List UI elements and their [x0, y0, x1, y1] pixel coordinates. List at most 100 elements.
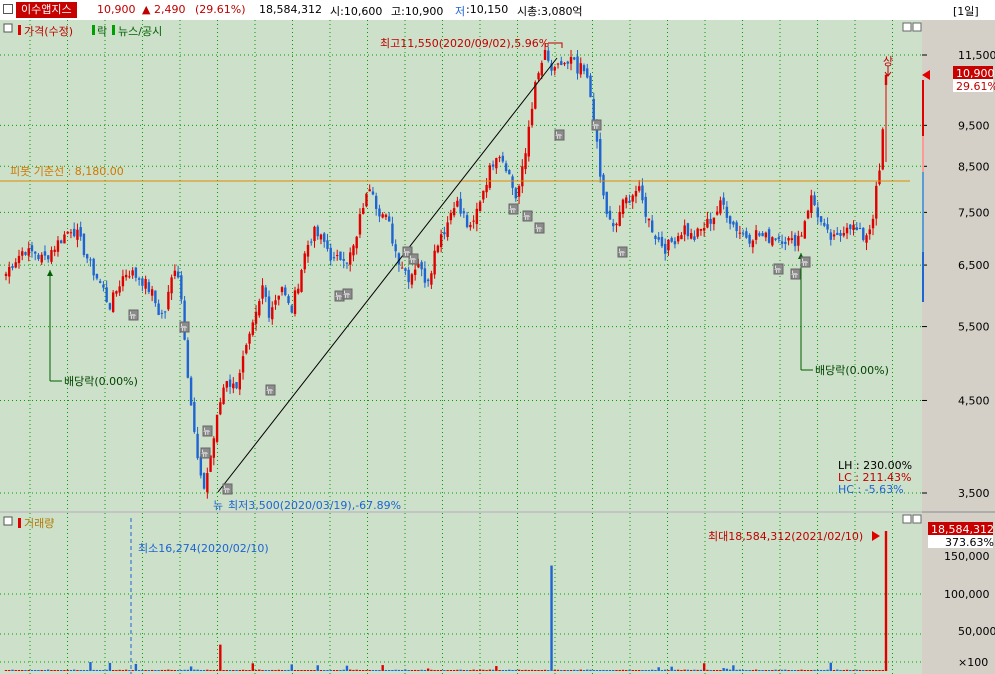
volume-bar: [521, 670, 524, 671]
news-marker[interactable]: 뉴: [200, 447, 211, 459]
volume-bar: [407, 670, 410, 671]
legend-volume-checkbox[interactable]: [3, 516, 13, 526]
candle-body: [800, 235, 803, 237]
volume-bar: [24, 670, 27, 671]
news-marker[interactable]: 뉴: [128, 309, 139, 321]
volume-bar: [394, 669, 397, 671]
volume-bar: [553, 670, 556, 671]
volume-bar: [267, 670, 271, 671]
candle-body: [469, 224, 472, 228]
volume-bar: [754, 669, 758, 671]
volume-bar: [530, 669, 534, 671]
select-checkbox[interactable]: [3, 4, 13, 14]
period-selector[interactable]: [1일]: [953, 5, 979, 18]
candle-body: [47, 255, 50, 260]
svg-text:뉴: 뉴: [403, 248, 410, 257]
volume-bar: [508, 669, 511, 671]
volume-bar: [128, 670, 131, 671]
volume-bar: [761, 670, 764, 671]
volume-bar: [884, 531, 888, 671]
volume-bar: [712, 670, 716, 671]
candle-body: [693, 236, 696, 240]
volume-bar: [34, 670, 37, 671]
candle-body: [599, 139, 602, 177]
news-marker[interactable]: 뉴: [800, 256, 811, 268]
candle-body: [258, 301, 261, 316]
volume-bar: [573, 669, 576, 671]
news-marker[interactable]: 뉴: [222, 483, 233, 495]
volume-bar: [556, 669, 560, 671]
volume-bar: [693, 669, 696, 671]
volume-bar: [193, 669, 196, 671]
axis-band-lightblue: [922, 172, 924, 252]
candle-body: [829, 232, 832, 240]
volume-bar: [586, 669, 589, 671]
volume-bar: [793, 670, 797, 671]
volume-bar: [495, 666, 498, 671]
volume-bar: [452, 670, 456, 671]
candle-body: [855, 227, 858, 231]
news-marker[interactable]: 뉴: [408, 253, 419, 265]
volume-bar: [589, 669, 592, 671]
news-marker[interactable]: 뉴: [617, 246, 628, 258]
news-marker[interactable]: 뉴: [179, 321, 190, 333]
volume-bar: [397, 669, 401, 671]
volume-bar: [673, 669, 677, 671]
news-marker[interactable]: 뉴: [508, 203, 519, 215]
volume-bar: [881, 669, 884, 671]
volume-bar: [443, 670, 446, 671]
candle-body: [426, 279, 430, 282]
candle-body: [274, 300, 277, 305]
volume-bar: [478, 669, 482, 671]
candle-body: [745, 231, 748, 238]
low-news-marker[interactable]: 뉴: [213, 499, 223, 512]
legend-volume[interactable]: 거래량: [24, 517, 54, 530]
candle-body: [456, 200, 459, 207]
news-marker[interactable]: 뉴: [591, 119, 602, 131]
volume-bar: [160, 669, 164, 671]
axis-bg: [922, 20, 995, 674]
price-pane-controls[interactable]: [902, 22, 922, 32]
news-marker[interactable]: 뉴: [554, 129, 565, 141]
candle-body: [780, 241, 784, 244]
svg-text:뉴: 뉴: [223, 485, 230, 494]
candle-body: [696, 228, 699, 237]
volume-bar: [413, 669, 417, 671]
current-volume-pct-box: [928, 535, 993, 548]
candle-body: [310, 241, 313, 243]
news-marker[interactable]: 뉴: [202, 425, 213, 437]
price-tick-label: 6,500: [958, 259, 990, 272]
news-marker[interactable]: 뉴: [773, 263, 784, 275]
candle-body: [832, 234, 836, 237]
volume-bar: [95, 669, 99, 671]
legend-ex-rights[interactable]: 락: [97, 25, 107, 38]
high-price: 고:10,900: [391, 5, 444, 18]
candle-body: [225, 381, 229, 388]
stock-name-badge[interactable]: 이수앱지스: [16, 2, 77, 18]
candle-body: [631, 195, 634, 202]
candle-body: [4, 273, 8, 276]
volume-bar: [228, 670, 232, 671]
news-marker[interactable]: 뉴: [342, 288, 353, 300]
legend-checkbox[interactable]: [3, 23, 13, 33]
candle-body: [826, 224, 829, 230]
news-marker[interactable]: 뉴: [534, 222, 545, 234]
candle-body: [8, 266, 11, 277]
price-tick-label: 9,500: [958, 119, 990, 132]
candle-body: [358, 214, 362, 235]
news-marker[interactable]: 뉴: [402, 246, 413, 258]
news-marker[interactable]: 뉴: [265, 384, 276, 396]
legend-news[interactable]: 뉴스/공시: [118, 25, 162, 38]
legend-price[interactable]: 가격(수정): [24, 25, 73, 38]
candle-body: [845, 227, 849, 234]
volume-bar: [699, 669, 703, 671]
news-marker[interactable]: 뉴: [522, 210, 533, 222]
candle-body: [735, 222, 738, 232]
volume-pane-controls[interactable]: [902, 514, 922, 524]
volume-bar: [560, 670, 563, 671]
volume-bar: [180, 670, 183, 671]
news-marker[interactable]: 뉴: [790, 268, 801, 280]
volume-bar: [774, 669, 777, 671]
candle-body: [475, 208, 479, 225]
